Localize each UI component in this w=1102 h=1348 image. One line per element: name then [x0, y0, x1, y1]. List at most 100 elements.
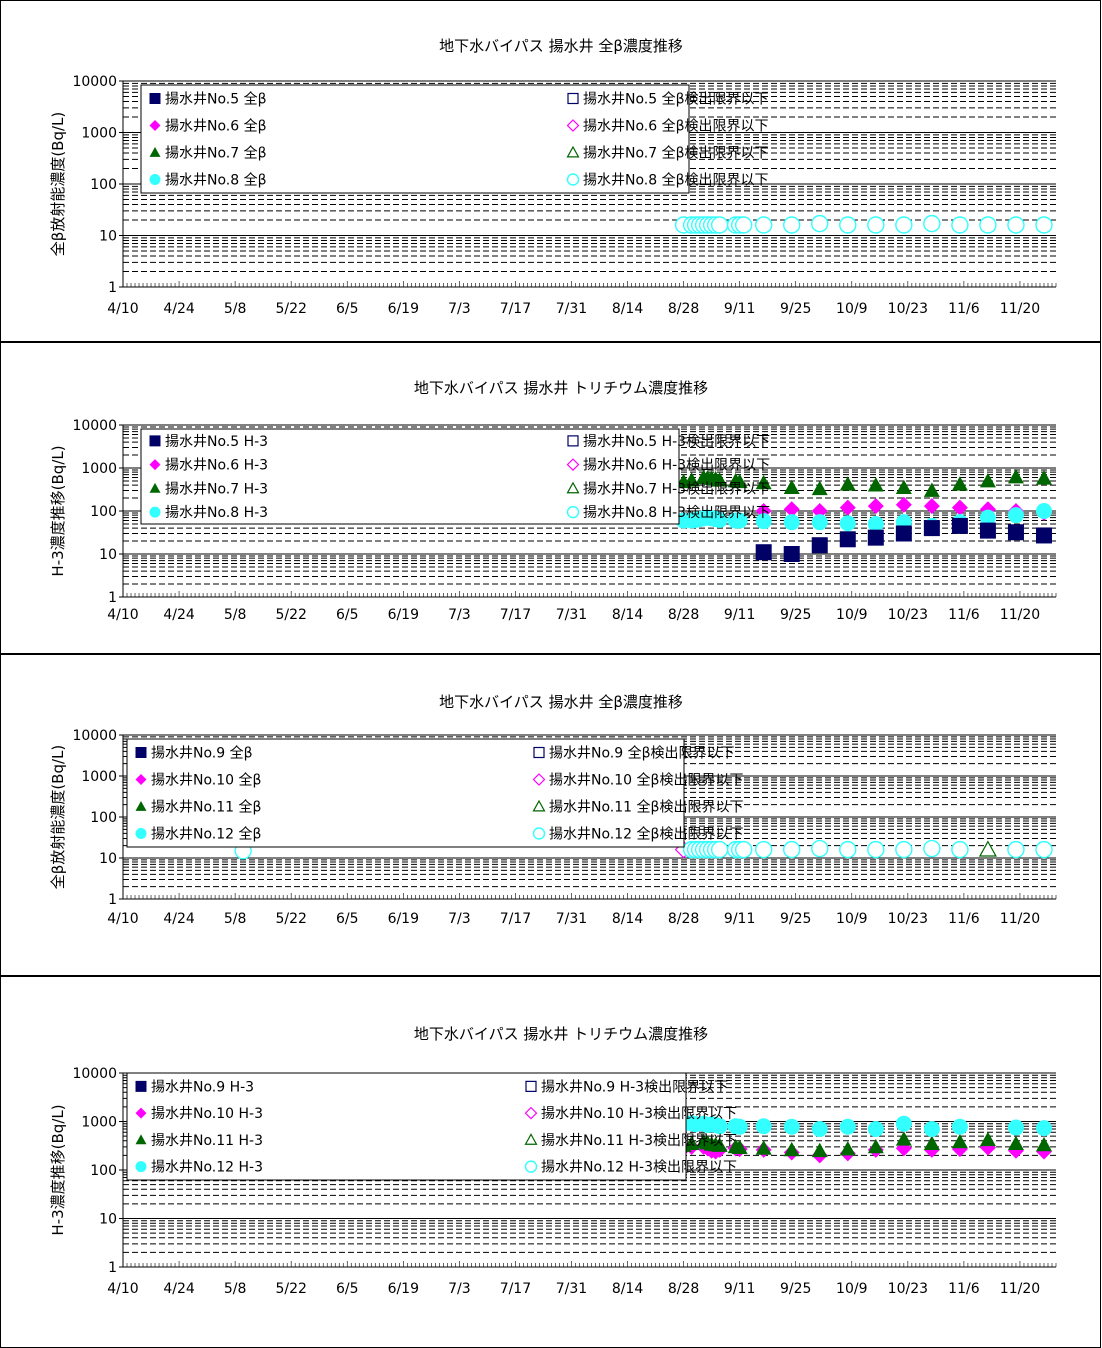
legend-entry: 揚水井No.6 全β — [165, 118, 267, 135]
data-point — [979, 472, 996, 488]
legend-entry: 揚水井No.9 全β — [151, 745, 253, 762]
data-point — [895, 479, 912, 495]
legend-entry: 揚水井No.7 全β — [165, 145, 267, 162]
data-points — [675, 468, 1052, 562]
x-tick-label: 4/10 — [107, 1281, 138, 1297]
legend-entry: 揚水井No.11 H-3 — [151, 1132, 263, 1149]
data-point — [811, 503, 828, 519]
legend-marker — [135, 1134, 147, 1145]
x-tick-label: 5/22 — [275, 607, 306, 623]
y-tick-label: 10000 — [72, 418, 117, 434]
data-point — [710, 216, 729, 234]
legend-box — [126, 1072, 687, 1181]
y-axis-label: 全β放射能濃度(Bq/L) — [49, 112, 67, 257]
x-tick-label: 10/9 — [836, 1281, 867, 1297]
x-tick-label: 7/17 — [500, 607, 531, 623]
x-tick-label: 9/25 — [780, 1281, 811, 1297]
legend-marker — [524, 1133, 538, 1145]
data-point — [783, 546, 800, 562]
data-point — [979, 522, 996, 539]
y-tick-label: 1000 — [81, 461, 117, 477]
x-tick-label: 8/28 — [668, 301, 699, 317]
data-point — [783, 479, 800, 495]
legend-marker — [149, 459, 161, 471]
legend-marker — [149, 93, 161, 104]
data-point — [867, 840, 885, 859]
data-point — [731, 1139, 748, 1154]
x-tick-label: 8/14 — [612, 301, 644, 317]
legend-marker — [566, 145, 580, 158]
data-point — [951, 1118, 968, 1135]
data-point — [783, 501, 800, 518]
chart-panel-4: 地下水バイパス 揚水井 トリチウム濃度推移 1 10 100 1000 10000 4/10… — [0, 976, 1101, 1348]
x-tick-label: 5/22 — [275, 301, 306, 317]
x-tick-label: 8/28 — [668, 607, 699, 623]
legend-marker — [149, 147, 161, 157]
legend-marker — [149, 174, 161, 185]
data-point — [1007, 507, 1024, 524]
y-axis-label: H-3濃度推移(Bq/L) — [49, 1104, 67, 1235]
y-tick-label: 1 — [108, 1260, 117, 1276]
chart-4-group: 地下水バイパス 揚水井 トリチウム濃度推移 1 10 100 1000 10000 4/10… — [49, 1025, 1057, 1297]
legend-entry: 揚水井No.10 全β検出限界以下 — [549, 772, 743, 789]
x-minor-ticks — [122, 893, 1057, 899]
legend-entry: 揚水井No.10 H-3 — [151, 1105, 263, 1122]
x-tick-label: 6/5 — [336, 1281, 359, 1297]
chart-2-group: 地下水バイパス 揚水井 トリチウム濃度推移 1 10 100 1000 10000 4/10… — [49, 379, 1057, 623]
x-minor-ticks — [122, 591, 1057, 597]
chart-1-svg: 地下水バイパス 揚水井 全β濃度推移 1 10 100 1000 10000 4/10 4/2… — [49, 37, 1057, 317]
y-tick-label: 100 — [90, 1163, 117, 1179]
x-tick-label: 9/25 — [780, 911, 811, 927]
legend-marker — [135, 828, 147, 839]
data-point — [1035, 216, 1053, 234]
chart-1-group: 地下水バイパス 揚水井 全β濃度推移 1 10 100 1000 10000 4/10 4/2… — [49, 37, 1057, 317]
data-point — [1035, 1136, 1052, 1152]
legend-marker — [524, 1160, 538, 1173]
data-point — [839, 499, 856, 516]
data-point — [811, 1142, 828, 1158]
legend-entry: 揚水井No.8 全β検出限界以下 — [583, 172, 769, 189]
legend-entry: 揚水井No.9 H-3 — [151, 1078, 254, 1095]
legend-box — [126, 738, 685, 848]
legend-marker — [567, 435, 579, 447]
legend-marker — [566, 458, 580, 471]
y-tick-label: 1 — [108, 590, 117, 606]
x-minor-ticks — [122, 281, 1057, 287]
data-point — [731, 1118, 748, 1135]
data-point — [867, 216, 885, 234]
legend-entry: 揚水井No.9 H-3検出限界以下 — [541, 1078, 728, 1095]
legend-marker — [533, 746, 545, 759]
x-tick-label: 8/14 — [612, 1281, 644, 1297]
x-tick-label: 7/31 — [556, 911, 587, 927]
x-tick-label: 6/19 — [388, 1281, 419, 1297]
legend-marker — [532, 799, 546, 812]
data-point — [895, 496, 912, 513]
data-point — [1007, 216, 1025, 234]
data-point — [683, 1135, 700, 1151]
data-points — [675, 1115, 1052, 1164]
legend-entry: 揚水井No.12 H-3 — [151, 1159, 263, 1176]
x-tick-label: 11/6 — [948, 1281, 980, 1297]
y-tick-label: 1 — [108, 892, 117, 908]
y-tick-label: 1 — [108, 280, 117, 296]
data-points — [234, 839, 1053, 860]
data-point — [811, 480, 828, 496]
data-point — [951, 840, 969, 859]
y-tick-label: 10 — [99, 547, 117, 563]
y-axis-label: H-3濃度推移(Bq/L) — [49, 445, 67, 576]
data-point — [1035, 1120, 1052, 1137]
x-tick-label: 6/5 — [336, 301, 359, 317]
data-point — [979, 1131, 996, 1147]
data-points — [674, 214, 1053, 234]
chart-4-svg: 地下水バイパス 揚水井 トリチウム濃度推移 1 10 100 1000 10000 4/10… — [49, 1025, 1057, 1297]
data-point — [923, 839, 941, 858]
x-tick-label: 9/11 — [724, 301, 755, 317]
x-tick-label: 10/9 — [836, 911, 867, 927]
legend-entry: 揚水井No.6 全β検出限界以下 — [583, 118, 769, 135]
legend-entry: 揚水井No.8 H-3 — [165, 504, 268, 521]
data-point — [811, 214, 829, 233]
data-point — [783, 216, 801, 234]
x-tick-label: 7/31 — [556, 1281, 587, 1297]
